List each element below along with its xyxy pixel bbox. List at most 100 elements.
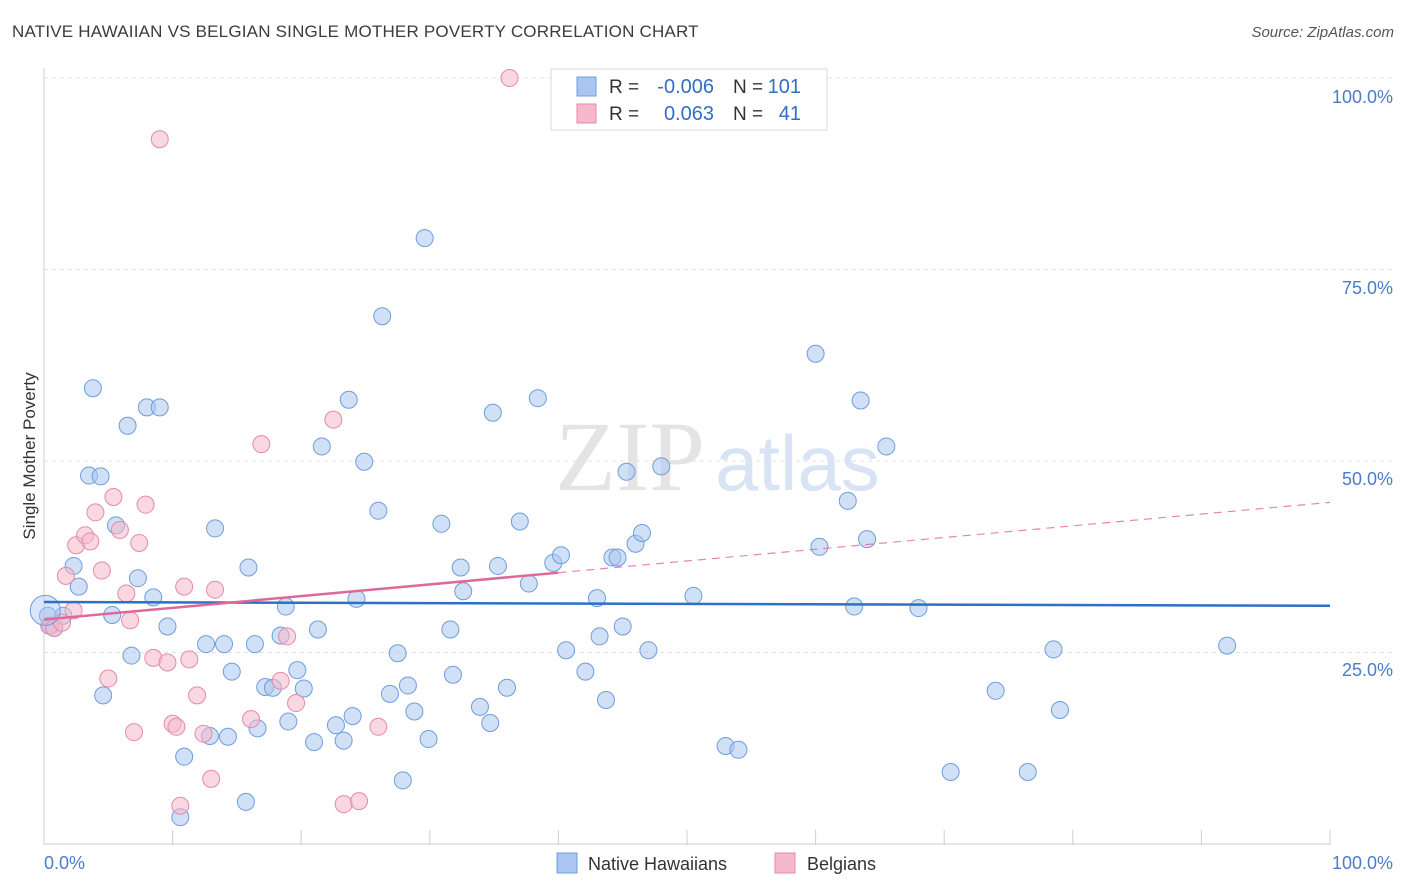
blue-point <box>415 229 434 248</box>
blue-point <box>388 644 407 663</box>
correlation-legend: R = -0.006 N = 101 R = 0.063 N = 41 <box>550 68 828 131</box>
blue-point <box>222 662 241 681</box>
series-legend-swatch-blue <box>556 852 578 874</box>
pink-point <box>242 710 261 729</box>
legend-n-label-pink: N = <box>733 104 763 125</box>
trend-lines <box>43 501 1331 621</box>
blue-point <box>608 548 627 567</box>
blue-point <box>729 740 748 759</box>
x-tick-label-max: 100.0% <box>1332 853 1393 873</box>
pink-point <box>99 669 118 688</box>
blue-point <box>393 771 412 790</box>
blue-point <box>276 597 295 616</box>
legend-r-label-pink: R = <box>609 104 639 125</box>
blue-point <box>639 641 658 660</box>
pink-point <box>167 717 186 736</box>
blue-point <box>355 452 374 471</box>
pink-point <box>86 503 105 522</box>
blue-point <box>122 646 141 665</box>
blue-point <box>441 620 460 639</box>
chart-title: NATIVE HAWAIIAN VS BELGIAN SINGLE MOTHER… <box>12 22 699 41</box>
series-legend-label-pink: Belgians <box>807 854 876 874</box>
pink-point <box>369 717 388 736</box>
series-legend: Native Hawaiians Belgians <box>556 852 876 874</box>
blue-point <box>858 530 877 549</box>
pink-point <box>81 532 100 551</box>
pink-point <box>180 650 199 669</box>
blue-point <box>1044 640 1063 659</box>
pink-point <box>252 435 271 454</box>
blue-point <box>83 379 102 398</box>
blue-point <box>380 684 399 703</box>
blue-point <box>343 707 362 726</box>
blue-point <box>239 558 258 577</box>
pink-point <box>287 694 306 713</box>
blue-point <box>91 467 110 486</box>
pink-point <box>92 561 111 580</box>
pink-point <box>188 686 207 705</box>
pink-point <box>104 488 123 507</box>
source-label: Source: ZipAtlas.com <box>1251 24 1394 41</box>
blue-trend-line <box>43 600 1331 608</box>
pink-point <box>121 611 140 630</box>
blue-point <box>684 586 703 605</box>
pink-trend-line <box>43 571 559 621</box>
blue-point <box>373 307 392 326</box>
legend-r-value-pink: 0.063 <box>664 103 714 125</box>
blue-point <box>128 569 147 588</box>
blue-point <box>590 627 609 646</box>
blue-point <box>454 582 473 601</box>
blue-point <box>158 617 177 636</box>
pink-point <box>334 795 353 814</box>
blue-point-cluster <box>29 594 61 626</box>
pink-point <box>150 130 169 149</box>
blue-point <box>150 398 169 417</box>
pink-point <box>500 69 519 87</box>
blue-point <box>432 514 451 533</box>
blue-point <box>369 501 388 520</box>
pink-point <box>117 584 136 603</box>
blue-point <box>419 730 438 749</box>
pink-point <box>158 653 177 672</box>
blue-point <box>557 641 576 660</box>
blue-point <box>941 762 960 781</box>
watermark-zip: ZIP <box>555 401 705 512</box>
blue-point <box>347 589 366 608</box>
blue-point <box>551 546 570 565</box>
blue-point <box>519 574 538 593</box>
pink-point <box>130 533 149 552</box>
blue-point <box>632 524 651 543</box>
y-tick-label-75: 75.0% <box>1342 278 1393 298</box>
blue-point <box>118 416 137 435</box>
legend-n-value-pink: 41 <box>779 103 801 125</box>
blue-point <box>288 661 307 680</box>
blue-point <box>845 597 864 616</box>
blue-point <box>851 391 870 410</box>
pink-point <box>110 520 129 539</box>
blue-point <box>986 681 1005 700</box>
blue-point <box>94 686 113 705</box>
blue-point <box>652 457 671 476</box>
legend-n-value-blue: 101 <box>768 76 801 98</box>
blue-point <box>483 403 502 422</box>
y-tick-label-50: 50.0% <box>1342 469 1393 489</box>
blue-point <box>510 512 529 531</box>
blue-point <box>877 437 896 456</box>
legend-swatch-pink <box>576 103 597 124</box>
blue-point <box>398 676 417 695</box>
blue-point <box>305 733 324 752</box>
blue-point <box>806 344 825 363</box>
pink-point <box>278 627 297 646</box>
pink-point <box>194 724 213 743</box>
blue-point <box>497 678 516 697</box>
blue-point <box>617 462 636 481</box>
pink-point <box>175 577 194 596</box>
blue-point <box>451 558 470 577</box>
blue-point <box>339 390 358 409</box>
blue-point <box>909 599 928 618</box>
legend-r-value-blue: -0.006 <box>657 76 714 98</box>
legend-swatch-blue <box>576 76 597 97</box>
blue-point <box>236 792 255 811</box>
y-tick-label-100: 100.0% <box>1332 87 1393 107</box>
